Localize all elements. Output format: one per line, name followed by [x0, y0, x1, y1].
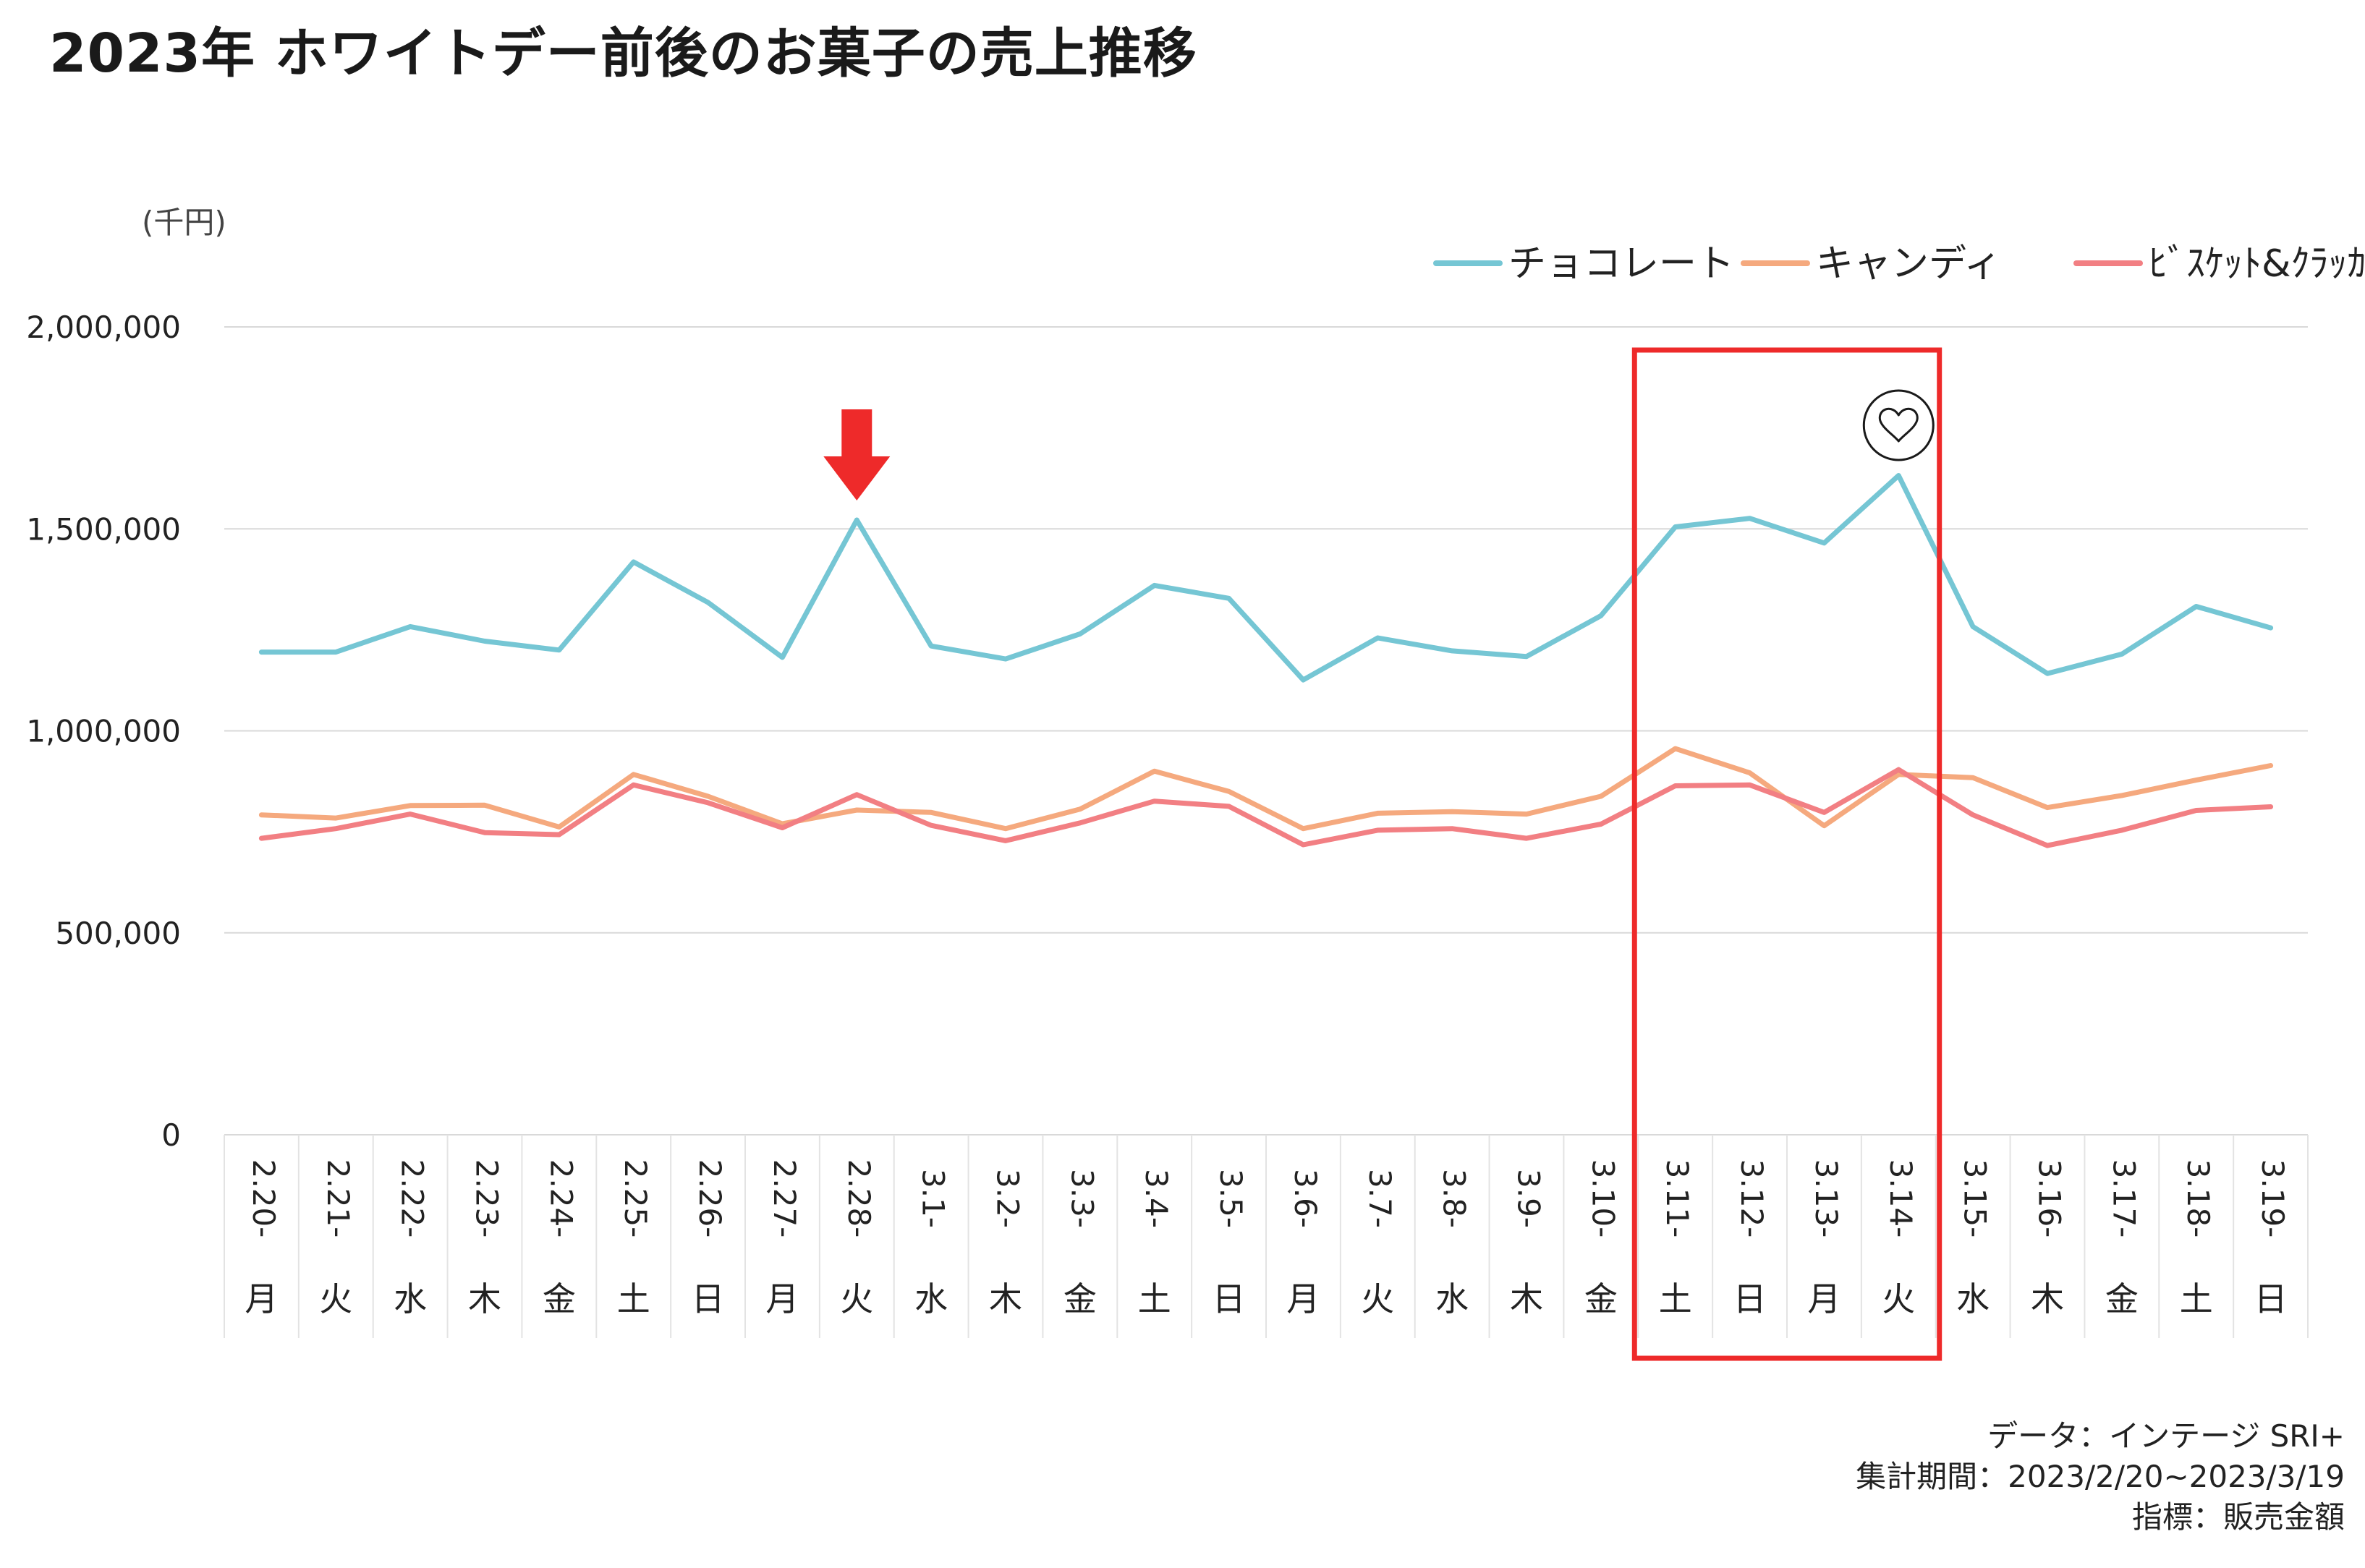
x-tick-label: 3.3-: [1064, 1169, 1100, 1228]
x-weekday-label: 土: [2180, 1279, 2213, 1318]
x-weekday-label: 木: [989, 1279, 1022, 1318]
period-note: 集計期間：2023/2/20~2023/3/19: [1856, 1459, 2345, 1494]
x-weekday-label: 日: [2254, 1279, 2288, 1318]
x-tick-label: 3.10-: [1585, 1159, 1621, 1238]
x-weekday-label: 金: [2105, 1279, 2139, 1318]
x-weekday-label: 金: [1584, 1279, 1618, 1318]
legend: チョコレート キャンディ ﾋﾞｽｹｯﾄ&ｸﾗｯｶｰ: [1433, 242, 2365, 286]
legend-label: チョコレート: [1508, 242, 1734, 286]
x-tick-label: 3.2-: [990, 1169, 1026, 1228]
x-tick-label: 3.4-: [1139, 1169, 1174, 1228]
gridlines: [224, 326, 2308, 1135]
legend-label: ﾋﾞｽｹｯﾄ&ｸﾗｯｶｰ: [2149, 242, 2365, 286]
x-weekday-label: 金: [543, 1279, 576, 1318]
x-tick-label: 3.13-: [1809, 1159, 1844, 1238]
x-tick-label: 2.28-: [841, 1159, 877, 1238]
x-weekday-label: 木: [1510, 1279, 1543, 1318]
metric-note: 指標：販売金額: [2131, 1499, 2345, 1535]
x-tick-label: 3.1-: [916, 1169, 951, 1228]
x-tick-label: 3.18-: [2181, 1159, 2216, 1238]
x-tick-label: 2.20-: [246, 1159, 281, 1238]
series-line-3: [258, 767, 2274, 848]
heart-icon: [1862, 389, 1935, 461]
annotations: [823, 347, 1942, 1361]
arrow-head: [823, 456, 891, 500]
x-weekday-label: 月: [1286, 1279, 1320, 1318]
x-tick-label: 3.17-: [2106, 1159, 2141, 1238]
legend-label: キャンディ: [1816, 242, 2001, 286]
x-axis: 2.20- 月 2.21- 火 2.22- 水 2.23- 木 2.24- 金 2.25- 土 2.26…: [224, 1135, 2309, 1338]
series-line-1: [258, 473, 2274, 683]
x-tick-label: 2.25-: [618, 1159, 653, 1238]
y-tick-label: 0: [161, 1117, 181, 1153]
x-weekday-label: 月: [765, 1279, 799, 1318]
y-axis-label: (千円): [142, 205, 226, 240]
heart-circle: [1862, 389, 1935, 461]
x-tick-label: 3.19-: [2255, 1159, 2290, 1238]
x-tick-label: 3.5-: [1213, 1169, 1249, 1228]
x-tick-label: 3.12-: [1734, 1159, 1770, 1238]
x-tick-label: 3.6-: [1288, 1169, 1323, 1228]
x-weekday-label: 水: [394, 1279, 427, 1318]
x-weekday-label: 火: [1361, 1279, 1394, 1318]
down-arrow-icon: [823, 409, 891, 500]
y-axis: 0 500,000 1,000,000 1,500,000 2,000,000 (千円): [26, 205, 226, 1153]
x-weekday-label: 土: [617, 1279, 650, 1318]
y-tick-label: 1,000,000: [26, 714, 181, 749]
page-title: 2023年 ホワイトデー前後のお菓子の売上推移: [49, 22, 1197, 85]
x-tick-label: 3.11-: [1660, 1159, 1695, 1238]
data-source-note: データ：インテージ SRI+: [1987, 1418, 2345, 1454]
x-tick-label: 2.27-: [767, 1159, 802, 1238]
x-weekday-label: 土: [1138, 1279, 1171, 1318]
x-weekday-label: 月: [1807, 1279, 1840, 1318]
x-tick-label: 2.23-: [470, 1159, 505, 1238]
y-tick-label: 2,000,000: [26, 310, 181, 345]
x-tick-label: 3.9-: [1511, 1169, 1547, 1228]
x-weekday-label: 水: [1435, 1279, 1469, 1318]
arrow-shaft: [841, 409, 872, 456]
x-tick-label: 2.24-: [543, 1159, 579, 1238]
x-weekday-label: 水: [914, 1279, 948, 1318]
x-tick-label: 3.15-: [1958, 1159, 1993, 1238]
x-weekday-label: 金: [1063, 1279, 1097, 1318]
x-tick-label: 3.16-: [2032, 1159, 2068, 1238]
x-weekday-label: 日: [692, 1279, 725, 1318]
heart-shape: [1878, 407, 1919, 443]
highlight-box: [1631, 347, 1942, 1361]
x-weekday-label: 火: [319, 1279, 352, 1318]
x-weekday-label: 日: [1733, 1279, 1767, 1318]
x-weekday-label: 木: [468, 1279, 501, 1318]
x-tick-label: 3.8-: [1437, 1169, 1472, 1228]
x-tick-label: 3.7-: [1362, 1169, 1398, 1228]
y-tick-label: 500,000: [55, 916, 181, 951]
chart-footer: データ：インテージ SRI+ 集計期間：2023/2/20~2023/3/19 …: [1856, 1416, 2345, 1538]
x-tick-label: 3.14-: [1883, 1159, 1919, 1238]
x-weekday-label: 火: [840, 1279, 873, 1318]
x-tick-label: 2.21-: [320, 1159, 356, 1238]
x-weekday-label: 木: [2031, 1279, 2064, 1318]
series-line-2: [258, 746, 2274, 832]
x-weekday-label: 水: [1956, 1279, 1990, 1318]
x-weekday-label: 月: [245, 1279, 278, 1318]
x-weekday-label: 土: [1659, 1279, 1692, 1318]
x-tick-label: 2.26-: [692, 1159, 728, 1238]
x-weekday-label: 火: [1882, 1279, 1915, 1318]
x-weekday-label: 日: [1213, 1279, 1246, 1318]
y-tick-label: 1,500,000: [26, 511, 181, 547]
x-tick-label: 2.22-: [395, 1159, 430, 1238]
series-lines: [258, 473, 2274, 848]
